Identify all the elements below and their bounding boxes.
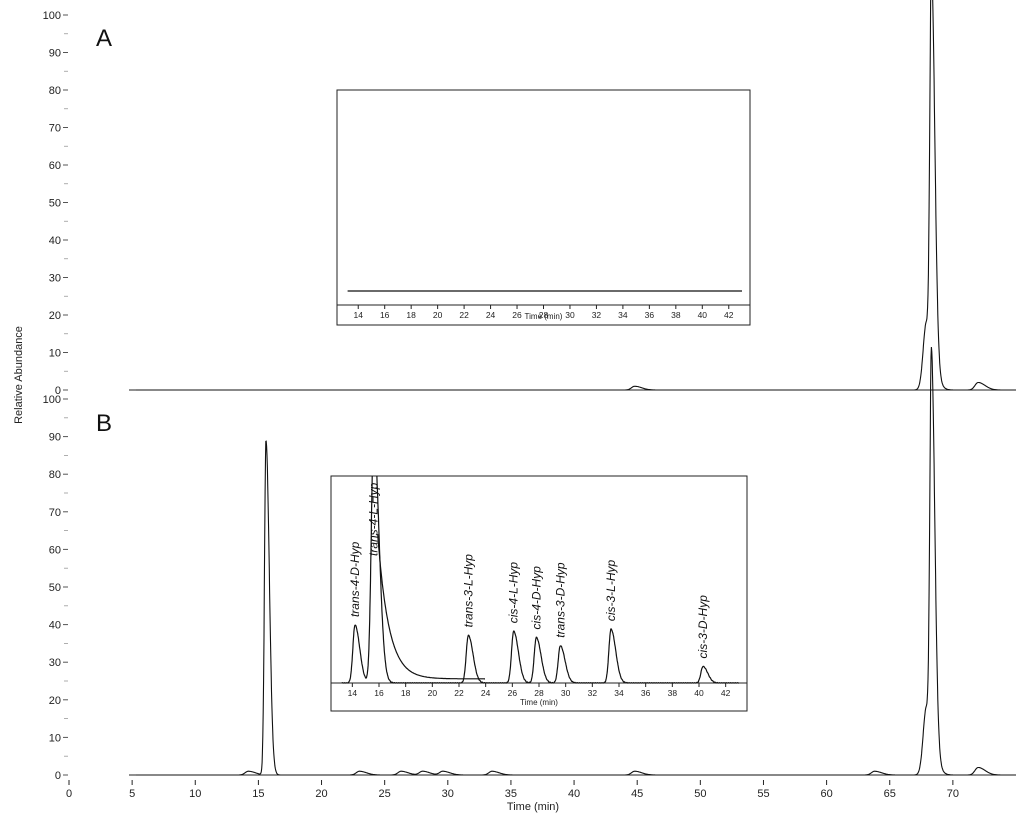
x-tick-label: 60: [820, 788, 832, 800]
inset-x-tick-label-b: 14: [348, 688, 358, 698]
x-tick-label: 25: [379, 788, 391, 800]
peak-label: trans-3-L-Hyp: [461, 554, 475, 628]
inset-x-tick-label-a: 20: [433, 310, 443, 320]
inset-x-tick-label-b: 18: [401, 688, 411, 698]
x-tick-label: 15: [252, 788, 264, 800]
y-axis-label: Relative Abundance: [13, 326, 25, 424]
x-tick-label: 5: [129, 788, 135, 800]
inset-x-axis-label-b: Time (min): [520, 698, 558, 707]
x-tick-label: 70: [947, 788, 959, 800]
inset-x-tick-label-b: 42: [721, 688, 731, 698]
y-tick-label-a: 50: [49, 198, 61, 210]
x-tick-label: 50: [694, 788, 706, 800]
inset-x-tick-label-a: 40: [698, 310, 708, 320]
y-tick-label-a: 10: [49, 348, 61, 360]
y-tick-label-b: 90: [49, 432, 61, 444]
inset-x-tick-label-a: 28: [539, 310, 549, 320]
inset-x-tick-label-a: 32: [592, 310, 602, 320]
y-tick-label-b: 100: [43, 394, 61, 406]
inset-x-tick-label-b: 36: [641, 688, 651, 698]
chromatogram-trace-b: [135, 346, 1016, 776]
inset-x-tick-label-b: 26: [508, 688, 518, 698]
inset-x-tick-label-a: 36: [645, 310, 655, 320]
peak-label: cis-4-D-Hyp: [529, 566, 543, 630]
inset-x-tick-label-a: 14: [353, 310, 363, 320]
y-tick-label-a: 100: [43, 10, 61, 22]
peak-label: cis-3-D-Hyp: [696, 595, 710, 659]
panel-label-b: B: [96, 410, 112, 437]
y-tick-label-a: 90: [49, 48, 61, 60]
inset-x-tick-label-a: 42: [724, 310, 734, 320]
y-tick-label-b: 80: [49, 469, 61, 481]
peak-label: cis-4-L-Hyp: [507, 562, 521, 624]
peak-label: cis-3-L-Hyp: [604, 560, 618, 622]
inset-trace-b: [341, 476, 739, 684]
inset-x-tick-label-a: 22: [459, 310, 469, 320]
x-tick-label: 40: [568, 788, 580, 800]
inset-x-tick-label-b: 34: [614, 688, 624, 698]
y-tick-label-b: 70: [49, 507, 61, 519]
inset-x-tick-label-a: 38: [671, 310, 681, 320]
inset-x-tick-label-b: 32: [588, 688, 598, 698]
y-tick-label-b: 0: [55, 770, 61, 782]
y-tick-label-b: 10: [49, 732, 61, 744]
inset-frame-b: [330, 475, 748, 712]
y-tick-label-a: 40: [49, 235, 61, 247]
x-tick-label: 55: [757, 788, 769, 800]
panel-label-a: A: [96, 25, 112, 52]
x-tick-label: 20: [315, 788, 327, 800]
y-tick-label-b: 20: [49, 695, 61, 707]
y-tick-label-a: 20: [49, 310, 61, 322]
inset-x-tick-label-a: 18: [406, 310, 416, 320]
y-tick-label-b: 30: [49, 657, 61, 669]
inset-frame-a: [336, 89, 751, 326]
inset-x-tick-label-b: 40: [694, 688, 704, 698]
x-tick-label: 65: [884, 788, 896, 800]
inset-x-tick-label-b: 30: [561, 688, 571, 698]
peak-label: trans-4-D-Hyp: [348, 541, 362, 617]
y-tick-label-b: 40: [49, 620, 61, 632]
x-tick-label: 35: [505, 788, 517, 800]
x-tick-label: 10: [189, 788, 201, 800]
peak-label: trans-4-L-Hyp: [367, 482, 381, 556]
x-tick-label: 0: [66, 788, 72, 800]
inset-tail-b: [377, 533, 485, 680]
y-tick-label-a: 70: [49, 123, 61, 135]
inset-x-tick-label-b: 16: [374, 688, 384, 698]
inset-layer: 14 16 18 20 22 24 26 28 30 32 34 36 38 40 42 Time (min)…: [330, 89, 751, 712]
y-tick-label-a: 0: [55, 385, 61, 397]
inset-x-tick-label-a: 26: [512, 310, 522, 320]
inset-x-tick-label-a: 16: [380, 310, 390, 320]
y-tick-label-a: 60: [49, 160, 61, 172]
inset-x-tick-label-a: 24: [486, 310, 496, 320]
x-axis-label: Time (min): [507, 801, 559, 813]
x-tick-label: 45: [631, 788, 643, 800]
y-tick-label-a: 80: [49, 85, 61, 97]
inset-x-tick-label-b: 20: [428, 688, 438, 698]
inset-x-tick-label-b: 28: [534, 688, 544, 698]
y-tick-label-b: 50: [49, 582, 61, 594]
inset-x-tick-label-a: 30: [565, 310, 575, 320]
chromatogram-trace-a: [135, 0, 1016, 391]
inset-x-tick-label-a: 34: [618, 310, 628, 320]
inset-x-tick-label-b: 24: [481, 688, 491, 698]
peak-label: trans-3-D-Hyp: [553, 562, 567, 638]
x-tick-label: 30: [442, 788, 454, 800]
y-tick-label-a: 30: [49, 273, 61, 285]
inset-x-axis-label-a: Time (min): [525, 312, 563, 321]
y-tick-label-b: 60: [49, 544, 61, 556]
inset-x-tick-label-b: 22: [454, 688, 464, 698]
inset-x-tick-label-b: 38: [668, 688, 678, 698]
trace-layer: [135, 0, 1016, 776]
